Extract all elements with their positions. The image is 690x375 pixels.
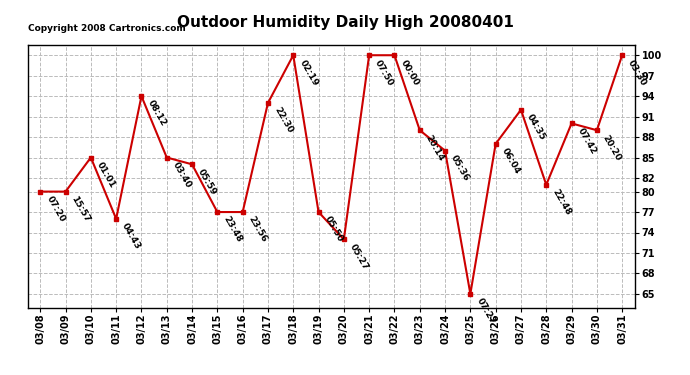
Text: 05:50: 05:50	[323, 215, 345, 244]
Text: 06:04: 06:04	[500, 147, 522, 176]
Text: 04:43: 04:43	[120, 222, 143, 251]
Text: 03:30: 03:30	[627, 58, 649, 87]
Text: Copyright 2008 Cartronics.com: Copyright 2008 Cartronics.com	[28, 24, 186, 33]
Text: 22:48: 22:48	[551, 188, 573, 217]
Text: 15:57: 15:57	[70, 194, 92, 224]
Text: 07:42: 07:42	[575, 126, 598, 156]
Text: 05:36: 05:36	[449, 153, 471, 183]
Text: 07:27: 07:27	[475, 297, 497, 326]
Text: 00:00: 00:00	[399, 58, 420, 87]
Text: 05:27: 05:27	[348, 242, 370, 272]
Text: 23:56: 23:56	[247, 215, 269, 244]
Text: 02:19: 02:19	[297, 58, 319, 87]
Text: 08:12: 08:12	[146, 99, 168, 128]
Text: Outdoor Humidity Daily High 20080401: Outdoor Humidity Daily High 20080401	[177, 15, 513, 30]
Text: 01:01: 01:01	[95, 160, 117, 189]
Text: 07:50: 07:50	[373, 58, 395, 87]
Text: 22:30: 22:30	[272, 106, 294, 135]
Text: 04:35: 04:35	[525, 112, 547, 142]
Text: 05:59: 05:59	[196, 167, 218, 196]
Text: 07:20: 07:20	[44, 194, 66, 224]
Text: 23:48: 23:48	[221, 215, 244, 244]
Text: 20:20: 20:20	[601, 133, 623, 162]
Text: 03:40: 03:40	[171, 160, 193, 189]
Text: 20:14: 20:14	[424, 133, 446, 162]
